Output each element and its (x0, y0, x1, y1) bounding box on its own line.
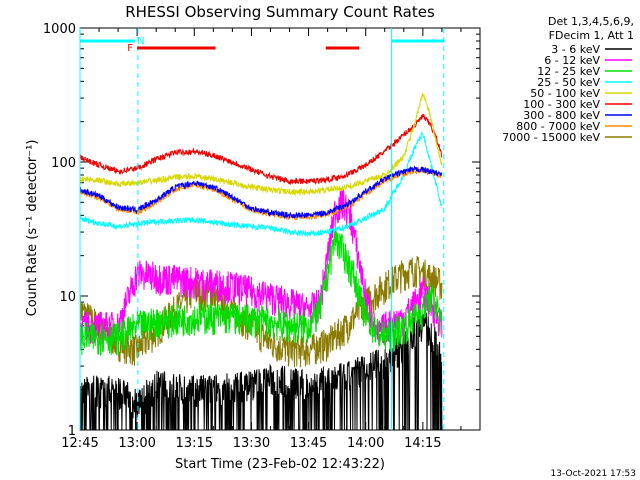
legend-entry-label: 300 - 800 keV (523, 109, 600, 122)
series-line (79, 131, 443, 238)
chart-title: RHESSI Observing Summary Count Rates (125, 3, 435, 21)
footer-date: 13-Oct-2021 17:53 (551, 469, 636, 479)
series-line (79, 91, 443, 197)
legend-entry-label: 12 - 25 keV (537, 65, 600, 78)
legend-entry-label: 800 - 7000 keV (516, 120, 600, 133)
legend-header-line-1: Det 1,3,4,5,6,9, (548, 15, 634, 28)
flare-marker-label: F (127, 43, 133, 54)
series-line (79, 255, 443, 368)
x-tick-label: 14:00 (347, 436, 384, 451)
series-line (79, 113, 443, 186)
series-line (79, 225, 443, 357)
y-tick-label: 10 (59, 290, 76, 305)
legend-entry-label: 25 - 50 keV (537, 76, 600, 89)
legend-entry-label: 6 - 12 keV (544, 54, 600, 67)
legend-entry-label: 3 - 6 keV (551, 43, 600, 56)
y-tick-label: 100 (51, 156, 76, 171)
series-line (79, 165, 443, 219)
x-tick-label: 12:45 (61, 436, 98, 451)
x-tick-label: 13:15 (176, 436, 213, 451)
y-tick-label: 1 (68, 424, 76, 439)
legend-header-line-2: FDecim 1, Att 1 (549, 29, 634, 42)
night-marker-label: N (137, 36, 144, 47)
y-tick-label: 1000 (43, 22, 76, 37)
legend-entry-label: 50 - 100 keV (530, 87, 600, 100)
series-line (79, 312, 443, 431)
x-tick-label: 13:30 (233, 436, 270, 451)
y-axis-label: Count Rate (s⁻¹ detector⁻¹) (25, 140, 40, 317)
legend-entry-label: 7000 - 15000 keV (502, 131, 600, 144)
x-tick-label: 13:00 (118, 436, 155, 451)
x-tick-label: 13:45 (290, 436, 327, 451)
x-axis-label: Start Time (23-Feb-02 12:43:22) (175, 457, 385, 472)
x-tick-label: 14:15 (404, 436, 441, 451)
legend-entry-label: 100 - 300 keV (523, 98, 600, 111)
